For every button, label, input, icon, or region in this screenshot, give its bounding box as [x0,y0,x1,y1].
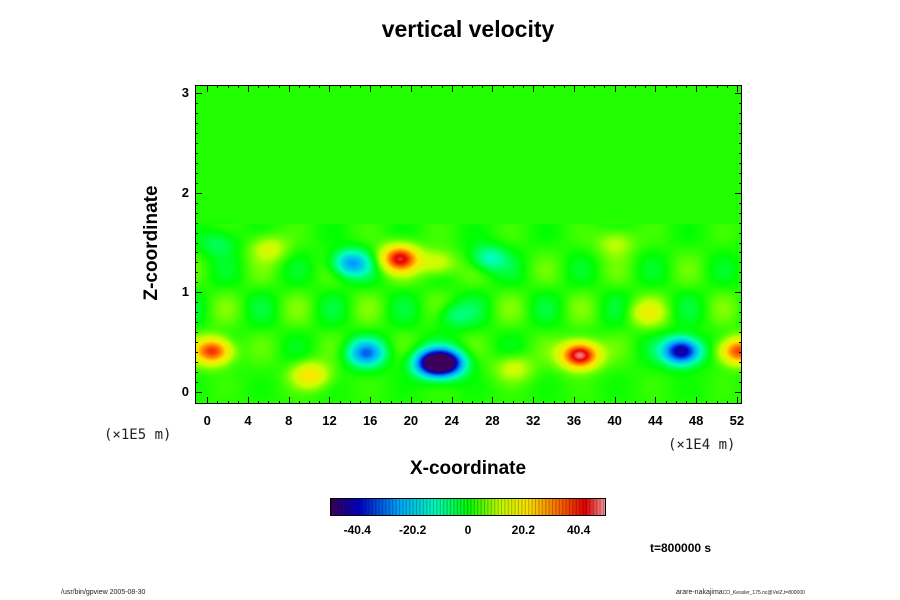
chart-title: vertical velocity [381,16,555,42]
colorbar-tick-label: 0 [464,523,472,537]
x-tick-label: 24 [444,413,459,428]
y-unit-label: (×1E5 m) [104,427,172,443]
x-tick-label: 32 [525,413,541,428]
x-tick-label: 40 [607,413,622,428]
x-unit-label: (×1E4 m) [668,437,736,453]
x-axis-label: X-coordinate [409,458,527,479]
footer-right: arare-nakajimaCO_Kessler_175.nc@VelZ,t=8… [676,589,805,596]
x-tick-label: 52 [729,413,745,428]
footer-right-small: CO_Kessler_175.nc@VelZ,t=800000 [722,590,805,596]
colorbar-gradient [331,499,605,515]
footer-left: /usr/bin/gpview 2005-08-30 [61,589,146,596]
x-tick-label: 16 [362,413,378,428]
x-tick-label: 36 [566,413,582,428]
plot-area [195,85,742,404]
footer-right-main: arare-nakajima [676,589,723,596]
colorbar-tick-label: 40.4 [567,523,591,537]
colorbar-tick-label: -40.4 [343,523,371,537]
x-tick-label: 28 [485,413,500,428]
heatmap-field [196,86,741,403]
y-tick-label: 2 [181,184,189,200]
y-tick-label: 1 [181,284,189,300]
x-tick-label: 8 [285,413,293,428]
x-tick-label: 48 [688,413,704,428]
y-tick-label: 0 [181,384,189,400]
colorbar [330,498,606,516]
x-tick-label: 20 [403,413,419,428]
x-tick-label: 44 [648,413,663,428]
x-tick-label: 0 [203,413,211,428]
y-tick-label: 3 [181,84,189,100]
x-tick-label: 12 [322,413,337,428]
y-axis-label: Z-coordinate [141,185,162,301]
time-label: t=800000 s [650,541,712,555]
x-tick-label: 4 [244,413,252,428]
colorbar-tick-label: 20.2 [511,523,536,537]
colorbar-tick-label: -20.2 [398,523,427,537]
